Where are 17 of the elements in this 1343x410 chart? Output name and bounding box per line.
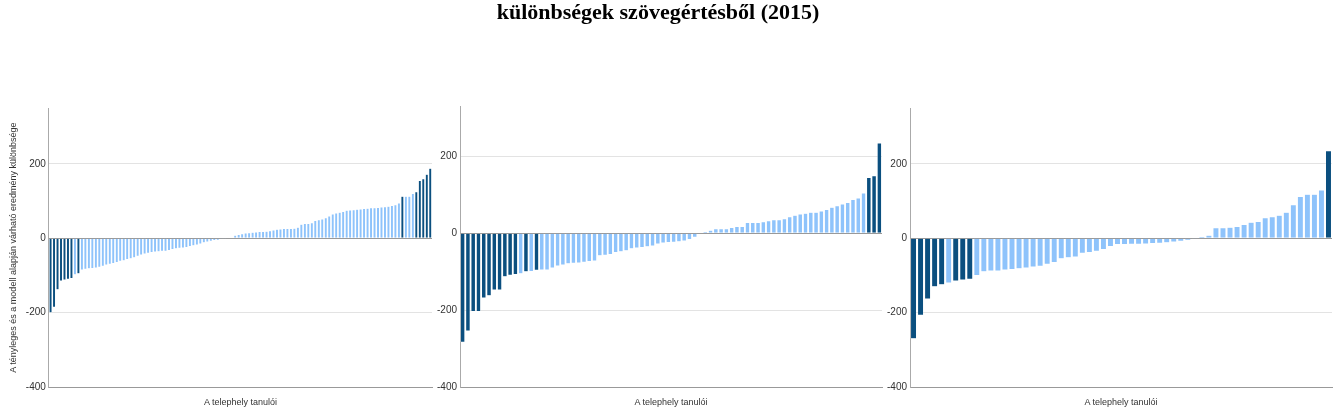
y-tick-label: -200 bbox=[25, 306, 47, 318]
y-tick-label: -400 bbox=[25, 380, 47, 392]
y-tick-label: -200 bbox=[437, 304, 458, 316]
chart-title: különbségek szövegértésből (2015) bbox=[496, 0, 820, 24]
y-tick-label: -200 bbox=[887, 306, 908, 318]
y-tick-label: 200 bbox=[890, 157, 908, 169]
y-tick-label: 0 bbox=[901, 232, 908, 244]
y-tick-label: 200 bbox=[29, 157, 47, 169]
x-axis-title: A telephely tanulói bbox=[634, 397, 708, 408]
x-axis-title: A telephely tanulói bbox=[203, 397, 277, 408]
y-tick-label: 0 bbox=[451, 227, 458, 239]
y-tick-label: -400 bbox=[437, 380, 458, 392]
y-tick-label: -400 bbox=[887, 380, 908, 392]
y-tick-label: 200 bbox=[440, 150, 458, 162]
y-tick-label: 0 bbox=[40, 232, 47, 244]
x-axis-title: A telephely tanulói bbox=[1084, 397, 1158, 408]
y-axis-title: A tényleges és a modell alapján várható eredmény különbsége bbox=[7, 122, 18, 373]
